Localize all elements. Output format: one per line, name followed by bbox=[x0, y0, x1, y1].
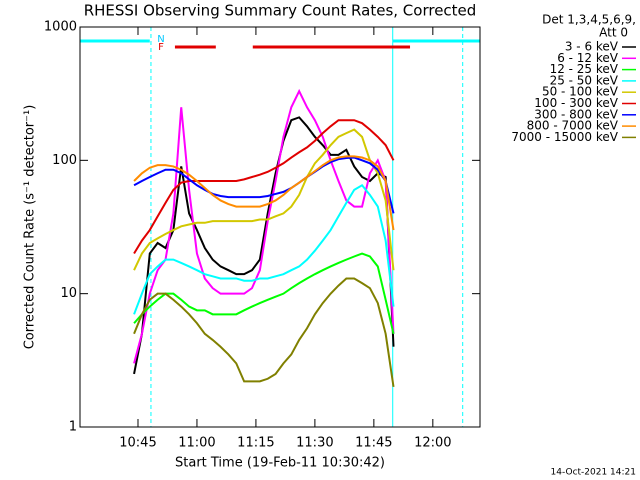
legend-label: 800 - 7000 keV bbox=[527, 119, 619, 133]
series-line bbox=[133, 183, 395, 315]
y-axis-label: Corrected Count Rate (s⁻¹ detector⁻¹) bbox=[23, 105, 38, 350]
legend-label: 100 - 300 keV bbox=[534, 96, 618, 110]
series-line bbox=[133, 155, 395, 231]
series-line bbox=[133, 277, 395, 388]
series-line bbox=[133, 128, 395, 271]
legend-header: Att 0 bbox=[599, 26, 628, 40]
legend-label: 300 - 800 keV bbox=[534, 107, 618, 121]
x-tick-label: 11:15 bbox=[237, 436, 274, 451]
series-line bbox=[133, 119, 395, 255]
y-tick-label: 10 bbox=[60, 286, 77, 301]
y-tick-label: 1 bbox=[69, 420, 77, 435]
legend-label: 12 - 25 keV bbox=[550, 62, 619, 76]
y-tick-label: 100 bbox=[52, 153, 77, 168]
x-tick-label: 12:00 bbox=[414, 436, 451, 451]
legend-label: 3 - 6 keV bbox=[565, 40, 619, 54]
x-tick-label: 11:00 bbox=[178, 436, 215, 451]
x-tick-label: 10:45 bbox=[119, 436, 156, 451]
annotation: F bbox=[158, 42, 164, 53]
series-line bbox=[133, 88, 395, 364]
legend-label: 6 - 12 keV bbox=[557, 51, 619, 65]
plot-frame bbox=[79, 26, 481, 428]
y-tick-label: 1000 bbox=[44, 20, 77, 35]
legend-header: Det 1,3,4,5,6,9, bbox=[542, 13, 636, 27]
footer: 14-Oct-2021 14:21 bbox=[551, 468, 636, 478]
legend-label: 7000 - 15000 keV bbox=[511, 130, 618, 144]
legend-label: 25 - 50 keV bbox=[550, 73, 619, 87]
x-tick-label: 11:30 bbox=[296, 436, 333, 451]
legend-label: 50 - 100 keV bbox=[542, 85, 619, 99]
x-tick-label: 11:45 bbox=[355, 436, 392, 451]
x-axis-label: Start Time (19-Feb-11 10:30:42) bbox=[175, 456, 385, 471]
annotation: N bbox=[157, 34, 164, 45]
series-line bbox=[133, 156, 395, 214]
chart-title: RHESSI Observing Summary Count Rates, Co… bbox=[84, 2, 477, 20]
series-line bbox=[133, 252, 395, 335]
